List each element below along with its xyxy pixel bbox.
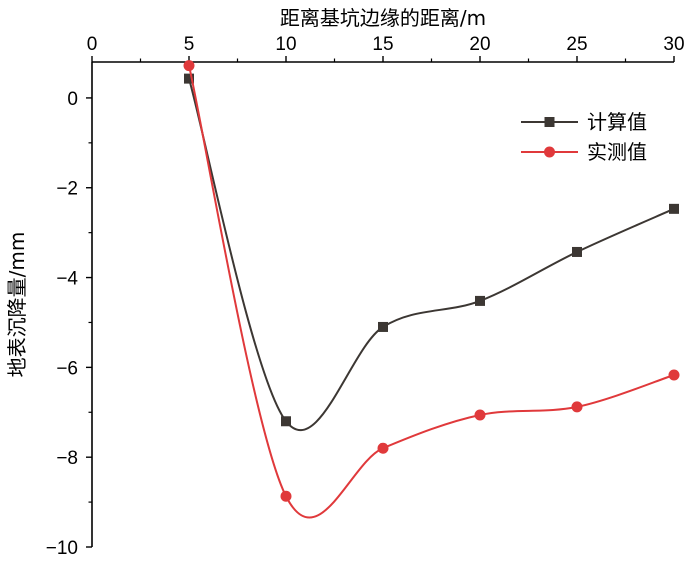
data-point-square — [184, 73, 194, 84]
y-tick-label: −6 — [56, 358, 78, 379]
x-tick-label: 20 — [469, 34, 490, 55]
legend-marker-square — [544, 117, 555, 127]
data-point-circle — [474, 409, 486, 421]
y-tick-label: −4 — [56, 269, 78, 290]
data-point-circle — [183, 60, 195, 72]
data-point-square — [475, 295, 485, 306]
data-point-circle — [571, 401, 583, 413]
series-1 — [184, 73, 679, 432]
x-tick-label: 5 — [184, 34, 195, 55]
legend-marker-circle — [544, 146, 555, 158]
x-tick-label: 10 — [275, 34, 296, 55]
y-tick-label: −8 — [56, 448, 78, 469]
series-2 — [183, 60, 680, 519]
legend-label: 实测值 — [587, 140, 647, 164]
y-axis-title: 地表沉降量/mm — [5, 232, 29, 378]
x-tick-label: 30 — [663, 34, 684, 55]
x-axis-title: 距离基坑边缘的距离/m — [280, 6, 486, 30]
data-point-square — [281, 416, 291, 427]
data-point-square — [572, 246, 582, 257]
y-tick-label: 0 — [67, 89, 78, 110]
legend-item-2: 实测值 — [521, 140, 647, 164]
data-point-square — [378, 321, 388, 332]
legend-item-1: 计算值 — [521, 110, 647, 134]
x-tick-label: 0 — [87, 34, 98, 55]
y-tick-label: −10 — [46, 538, 78, 559]
data-point-circle — [280, 490, 292, 502]
series-layer — [183, 60, 680, 519]
y-tick-label: −2 — [56, 179, 78, 200]
data-point-circle — [377, 442, 389, 454]
axes: 0 5 10 15 20 25 30 0 −2 −4 −6 −8 −10 — [46, 34, 685, 559]
x-tick-label: 15 — [372, 34, 393, 55]
legend-label: 计算值 — [587, 110, 647, 134]
data-point-circle — [668, 369, 680, 381]
data-point-square — [669, 203, 679, 214]
x-tick-label: 25 — [566, 34, 587, 55]
